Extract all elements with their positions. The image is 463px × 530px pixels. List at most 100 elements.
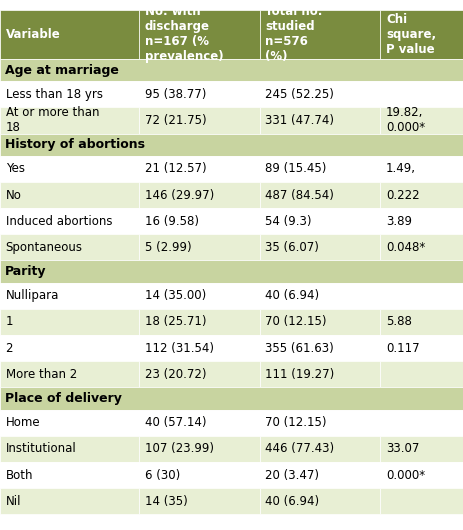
Bar xyxy=(380,410,463,436)
Bar xyxy=(259,81,380,108)
Bar xyxy=(0,208,139,234)
Bar xyxy=(380,108,463,134)
Bar xyxy=(139,156,259,182)
Text: 146 (29.97): 146 (29.97) xyxy=(144,189,213,201)
Bar xyxy=(0,108,139,134)
Bar xyxy=(0,282,139,309)
Bar xyxy=(0,410,139,436)
Bar xyxy=(380,234,463,260)
Bar xyxy=(139,309,259,335)
Text: 40 (57.14): 40 (57.14) xyxy=(144,416,206,429)
Text: 35 (6.07): 35 (6.07) xyxy=(265,241,319,254)
Text: At or more than
18: At or more than 18 xyxy=(6,107,99,135)
Bar xyxy=(259,488,380,514)
Bar xyxy=(259,361,380,387)
Text: 112 (31.54): 112 (31.54) xyxy=(144,342,213,355)
Text: Chi
square,
P value: Chi square, P value xyxy=(385,13,435,56)
Bar xyxy=(0,59,463,81)
Bar xyxy=(259,234,380,260)
Bar xyxy=(259,462,380,488)
Bar xyxy=(139,10,259,59)
Text: Induced abortions: Induced abortions xyxy=(6,215,112,228)
Bar xyxy=(0,260,463,282)
Bar xyxy=(139,282,259,309)
Text: Variable: Variable xyxy=(6,28,60,41)
Bar xyxy=(0,10,139,59)
Bar xyxy=(259,436,380,462)
Text: 111 (19.27): 111 (19.27) xyxy=(265,368,334,381)
Bar xyxy=(139,488,259,514)
Text: 0.222: 0.222 xyxy=(385,189,419,201)
Bar xyxy=(259,335,380,361)
Bar xyxy=(380,436,463,462)
Bar xyxy=(380,488,463,514)
Text: 95 (38.77): 95 (38.77) xyxy=(144,88,206,101)
Bar xyxy=(0,436,139,462)
Text: 18 (25.71): 18 (25.71) xyxy=(144,315,206,329)
Bar xyxy=(259,309,380,335)
Text: 70 (12.15): 70 (12.15) xyxy=(265,416,326,429)
Bar xyxy=(259,208,380,234)
Bar xyxy=(380,335,463,361)
Text: Age at marriage: Age at marriage xyxy=(5,64,118,77)
Text: 16 (9.58): 16 (9.58) xyxy=(144,215,198,228)
Text: More than 2: More than 2 xyxy=(6,368,77,381)
Text: Yes: Yes xyxy=(6,162,25,175)
Text: 23 (20.72): 23 (20.72) xyxy=(144,368,206,381)
Bar xyxy=(0,488,139,514)
Text: 0.048*: 0.048* xyxy=(385,241,425,254)
Bar xyxy=(259,10,380,59)
Bar xyxy=(0,156,139,182)
Text: Parity: Parity xyxy=(5,265,46,278)
Text: 72 (21.75): 72 (21.75) xyxy=(144,114,206,127)
Bar xyxy=(380,156,463,182)
Bar xyxy=(380,309,463,335)
Bar xyxy=(139,462,259,488)
Text: 0.117: 0.117 xyxy=(385,342,419,355)
Bar xyxy=(0,134,463,156)
Bar xyxy=(259,182,380,208)
Text: 5.88: 5.88 xyxy=(385,315,411,329)
Bar xyxy=(139,410,259,436)
Text: 54 (9.3): 54 (9.3) xyxy=(265,215,311,228)
Bar xyxy=(0,81,139,108)
Bar xyxy=(259,108,380,134)
Text: 14 (35): 14 (35) xyxy=(144,494,187,508)
Bar xyxy=(139,436,259,462)
Text: 89 (15.45): 89 (15.45) xyxy=(265,162,326,175)
Text: 0.000*: 0.000* xyxy=(385,469,424,482)
Text: 3.89: 3.89 xyxy=(385,215,411,228)
Text: 1: 1 xyxy=(6,315,13,329)
Text: Place of delivery: Place of delivery xyxy=(5,392,121,405)
Text: 487 (84.54): 487 (84.54) xyxy=(265,189,333,201)
Text: 331 (47.74): 331 (47.74) xyxy=(265,114,334,127)
Text: 6 (30): 6 (30) xyxy=(144,469,180,482)
Bar xyxy=(139,335,259,361)
Bar xyxy=(139,361,259,387)
Bar xyxy=(139,81,259,108)
Bar xyxy=(139,208,259,234)
Text: 40 (6.94): 40 (6.94) xyxy=(265,289,319,302)
Text: Nullipara: Nullipara xyxy=(6,289,59,302)
Text: Total no.
studied
n=576
(%): Total no. studied n=576 (%) xyxy=(265,5,322,63)
Bar xyxy=(0,361,139,387)
Bar xyxy=(380,282,463,309)
Text: 107 (23.99): 107 (23.99) xyxy=(144,443,213,455)
Bar xyxy=(380,462,463,488)
Bar xyxy=(380,208,463,234)
Bar xyxy=(139,182,259,208)
Bar xyxy=(0,462,139,488)
Bar xyxy=(259,410,380,436)
Bar xyxy=(259,156,380,182)
Text: No: No xyxy=(6,189,21,201)
Text: History of abortions: History of abortions xyxy=(5,138,144,151)
Text: 1.49,: 1.49, xyxy=(385,162,415,175)
Text: 19.82,
0.000*: 19.82, 0.000* xyxy=(385,107,424,135)
Text: Both: Both xyxy=(6,469,33,482)
Bar xyxy=(0,335,139,361)
Text: 355 (61.63): 355 (61.63) xyxy=(265,342,333,355)
Text: 2: 2 xyxy=(6,342,13,355)
Text: 20 (3.47): 20 (3.47) xyxy=(265,469,319,482)
Text: Institutional: Institutional xyxy=(6,443,76,455)
Bar xyxy=(259,282,380,309)
